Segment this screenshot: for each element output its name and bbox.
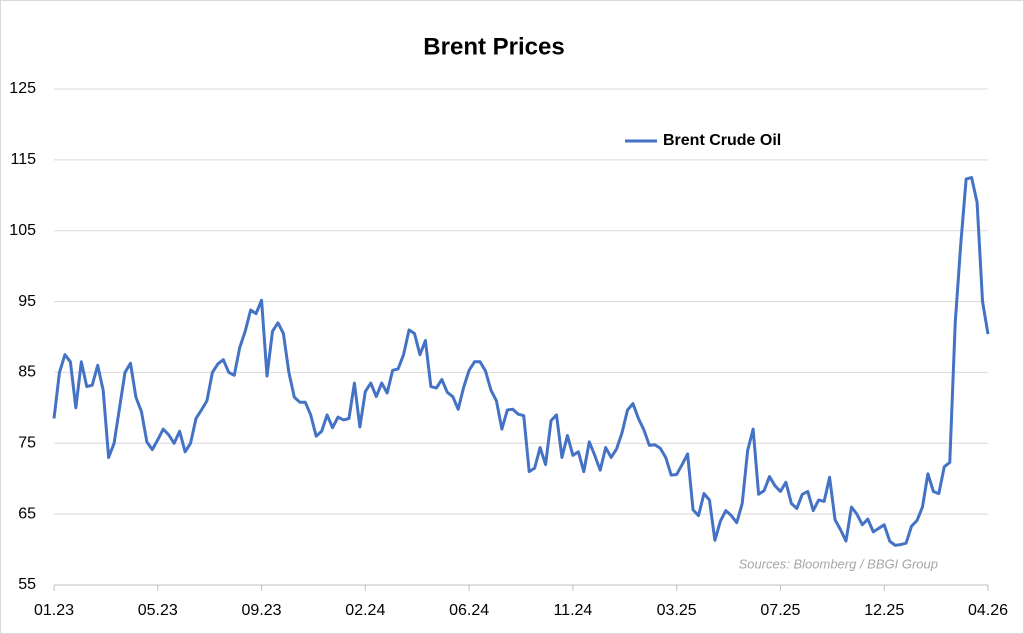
x-tick-label: 06.24 [449, 602, 489, 619]
legend-label: Brent Crude Oil [663, 132, 781, 149]
x-tick-label: 04.26 [968, 602, 1008, 619]
x-tick-label: 01.23 [34, 602, 74, 619]
x-tick-label: 03.25 [657, 602, 697, 619]
y-tick-label: 65 [18, 505, 36, 522]
y-tick-label: 105 [9, 222, 36, 239]
x-tick-label: 02.24 [345, 602, 385, 619]
y-tick-label: 115 [10, 151, 36, 168]
series-line [52, 176, 990, 547]
x-tick-label: 09.23 [242, 602, 282, 619]
x-tick-label: 07.25 [760, 602, 800, 619]
source-note: Sources: Bloomberg / BBGI Group [739, 556, 938, 571]
x-tick-label: 11.24 [553, 602, 592, 619]
x-tick-label: 12.25 [864, 602, 904, 619]
chart-title: Brent Prices [423, 33, 564, 60]
y-tick-label: 125 [9, 80, 36, 97]
y-tick-label: 85 [18, 364, 36, 381]
y-tick-label: 55 [18, 576, 36, 593]
x-tick-label: 05.23 [138, 602, 178, 619]
y-tick-label: 95 [18, 293, 36, 310]
y-tick-label: 75 [18, 435, 36, 452]
